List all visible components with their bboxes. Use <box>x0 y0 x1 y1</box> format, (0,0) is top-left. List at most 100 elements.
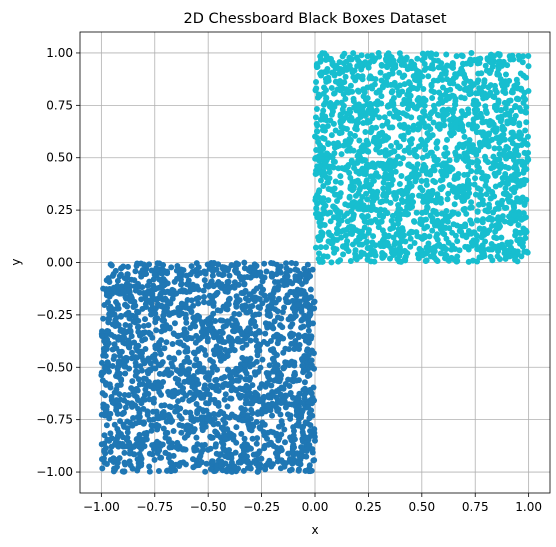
scatter-point <box>156 389 163 396</box>
scatter-point <box>153 266 160 273</box>
scatter-point <box>411 239 418 246</box>
scatter-point <box>343 126 350 133</box>
scatter-point <box>135 435 142 442</box>
scatter-point <box>228 468 235 475</box>
scatter-point <box>330 203 337 210</box>
scatter-point <box>316 233 323 240</box>
scatter-point <box>179 287 186 294</box>
scatter-point <box>508 116 515 123</box>
scatter-point <box>430 177 437 184</box>
scatter-point <box>523 166 530 173</box>
scatter-point <box>240 467 247 474</box>
scatter-point <box>492 228 499 235</box>
scatter-point <box>337 179 344 186</box>
scatter-point <box>444 196 451 203</box>
scatter-point <box>424 204 431 211</box>
scatter-point <box>111 389 118 396</box>
scatter-point <box>263 268 270 275</box>
scatter-point <box>505 145 512 152</box>
scatter-point <box>125 392 132 399</box>
scatter-point <box>300 369 307 376</box>
scatter-point <box>511 171 518 178</box>
scatter-point <box>326 169 333 176</box>
scatter-point <box>331 90 337 97</box>
scatter-point <box>324 123 331 130</box>
scatter-point <box>323 117 330 124</box>
scatter-point <box>178 388 185 395</box>
scatter-point <box>109 290 116 297</box>
scatter-point <box>119 434 126 441</box>
scatter-point <box>482 153 489 160</box>
scatter-point <box>390 148 397 155</box>
scatter-point <box>286 456 293 463</box>
scatter-point <box>293 422 300 429</box>
scatter-point <box>481 231 488 238</box>
scatter-point <box>181 358 188 365</box>
scatter-point <box>414 96 421 103</box>
scatter-point <box>292 260 299 267</box>
scatter-point <box>255 328 262 335</box>
scatter-point <box>194 272 201 279</box>
scatter-point <box>520 210 527 217</box>
scatter-point <box>126 287 133 294</box>
scatter-point <box>383 161 390 168</box>
scatter-point <box>401 62 408 69</box>
scatter-point <box>151 271 158 278</box>
scatter-point <box>363 239 370 246</box>
scatter-point <box>356 73 363 80</box>
scatter-point <box>152 319 159 326</box>
scatter-point <box>444 136 451 143</box>
scatter-point <box>434 231 441 238</box>
scatter-point <box>467 217 474 224</box>
scatter-point <box>323 94 330 101</box>
scatter-point <box>212 441 219 448</box>
scatter-point <box>99 328 106 335</box>
scatter-point <box>142 336 149 343</box>
series-2-points <box>312 49 532 266</box>
scatter-point <box>175 349 182 356</box>
scatter-point <box>362 96 369 103</box>
scatter-point <box>269 461 276 468</box>
scatter-point <box>373 191 380 198</box>
scatter-point <box>370 177 377 184</box>
scatter-point <box>466 144 473 151</box>
scatter-point <box>147 360 154 367</box>
scatter-point <box>377 206 384 213</box>
scatter-point <box>104 299 111 306</box>
scatter-point <box>175 442 182 449</box>
scatter-point <box>465 121 472 128</box>
scatter-point <box>153 327 160 334</box>
scatter-point <box>476 59 483 66</box>
scatter-point <box>195 295 202 302</box>
scatter-point <box>304 261 311 268</box>
scatter-point <box>392 190 399 197</box>
scatter-point <box>496 51 503 58</box>
scatter-point <box>399 225 406 232</box>
scatter-point <box>132 359 139 366</box>
scatter-point <box>107 410 114 417</box>
scatter-point <box>457 223 464 230</box>
scatter-point <box>150 416 157 423</box>
scatter-point <box>318 71 325 78</box>
scatter-point <box>210 260 217 267</box>
scatter-point <box>332 65 339 72</box>
scatter-point <box>388 245 395 252</box>
scatter-point <box>439 169 446 176</box>
scatter-point <box>137 363 144 370</box>
scatter-point <box>426 233 433 240</box>
scatter-point <box>509 129 516 136</box>
scatter-point <box>235 261 242 268</box>
scatter-point <box>410 73 417 80</box>
scatter-point <box>145 355 152 362</box>
x-tick-label: 0.50 <box>408 500 435 514</box>
scatter-point <box>199 421 206 428</box>
scatter-point <box>465 227 472 234</box>
scatter-point <box>468 199 475 206</box>
scatter-point <box>107 448 114 455</box>
scatter-point <box>235 459 242 466</box>
scatter-point <box>461 133 468 140</box>
scatter-point <box>212 428 219 435</box>
scatter-point <box>491 243 498 250</box>
scatter-point <box>401 147 408 154</box>
scatter-point <box>323 244 330 251</box>
